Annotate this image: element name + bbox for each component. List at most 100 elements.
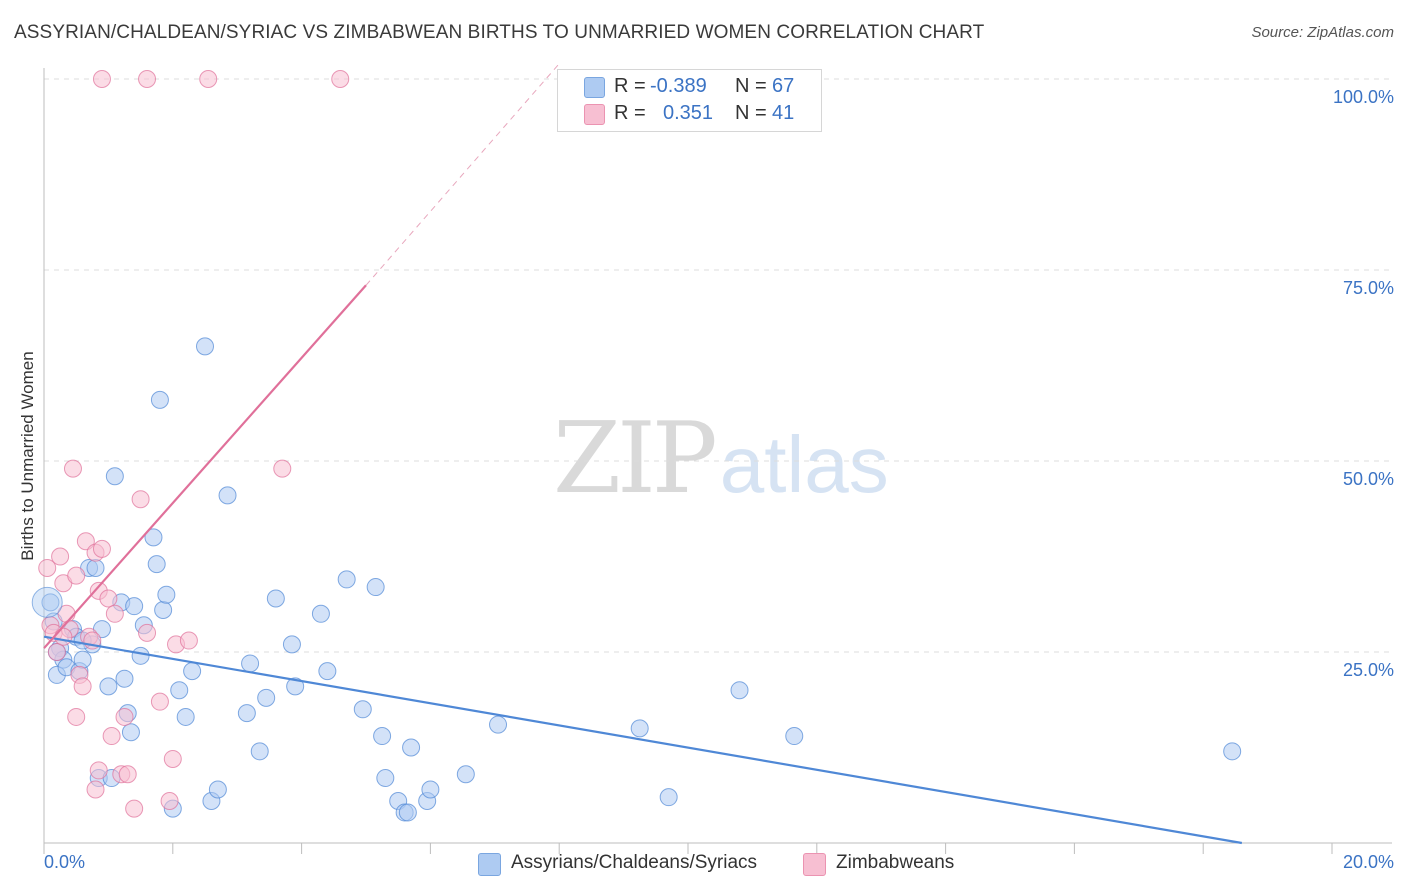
legend-n-value: 67: [772, 75, 795, 97]
assyrian-point: [125, 597, 144, 616]
assyrian-point: [250, 742, 269, 761]
y-tick-label: 75.0%: [1342, 278, 1394, 298]
assyrian-point: [730, 681, 749, 700]
legend-item-label: Zimbabweans: [836, 852, 955, 873]
zimbabwean-point: [179, 631, 198, 650]
assyrian-point: [105, 467, 124, 486]
assyrian-point: [489, 715, 508, 734]
assyrian-point: [282, 635, 301, 654]
data-points: [31, 70, 1242, 822]
y-tick-label: 25.0%: [1342, 660, 1394, 680]
zimbabwean-point: [67, 566, 86, 585]
y-tick-label: 50.0%: [1342, 469, 1394, 489]
watermark-zip: ZIP: [553, 402, 718, 516]
assyrian-point: [115, 669, 134, 688]
assyrian-point: [147, 555, 166, 574]
assyrian-point: [398, 803, 417, 822]
legend-r-label: R =: [614, 75, 646, 97]
assyrian-point: [421, 780, 440, 799]
assyrian-point: [154, 600, 173, 619]
assyrian-point: [659, 788, 678, 807]
assyrian-point: [208, 780, 227, 799]
legend-swatch-blue: [584, 77, 605, 98]
zimbabwean-point: [99, 589, 118, 608]
zimbabwean-point: [47, 643, 66, 661]
assyrian-point: [456, 765, 475, 784]
axes: [43, 68, 1392, 854]
zimbabwean-point: [150, 692, 169, 711]
assyrian-point: [1223, 742, 1242, 761]
assyrian-point: [73, 650, 92, 669]
legend-n-label: N =: [735, 102, 767, 124]
trend-lines: [43, 63, 1243, 845]
zimbabwean-point: [138, 623, 157, 642]
zimbabwean-point: [118, 765, 137, 784]
source-credit: Source: ZipAtlas.com: [1251, 24, 1394, 41]
zimbabwean-point: [86, 780, 105, 799]
zimbabwean-point: [51, 547, 70, 566]
legend-swatch-pink: [803, 853, 826, 876]
assyrian-point: [176, 707, 195, 726]
assyrian-point: [170, 681, 189, 700]
zimbabwean-point: [76, 532, 95, 551]
assyrian-point: [150, 390, 169, 409]
zimbabwean-point: [125, 799, 144, 818]
zimbabwean-trend-extension: [365, 63, 560, 286]
legend-swatch-blue: [478, 853, 501, 876]
x-tick-label: 0.0%: [44, 852, 86, 872]
zimbabwean-point: [54, 627, 73, 646]
zimbabwean-point: [73, 677, 92, 696]
assyrian-point: [218, 486, 237, 505]
watermark-atlas: atlas: [719, 420, 889, 509]
zimbabwean-point: [138, 70, 157, 88]
zimbabwean-point: [67, 707, 86, 726]
assyrian-point: [286, 677, 305, 696]
zimbabwean-trend-line: [43, 284, 367, 649]
assyrian-point: [41, 593, 60, 612]
grid-lines: [44, 78, 1392, 653]
assyrian-point: [144, 528, 163, 547]
assyrian-point: [86, 558, 105, 577]
legend-r-value: -0.389: [650, 75, 707, 97]
assyrian-point: [785, 727, 804, 746]
assyrian-point: [121, 723, 140, 742]
zimbabwean-point: [102, 727, 121, 746]
assyrian-point: [157, 585, 176, 604]
zimbabwean-point: [163, 749, 182, 768]
assyrian-point: [257, 688, 276, 707]
assyrian-point: [266, 589, 285, 608]
assyrian-point: [241, 654, 260, 673]
x-tick-label: 20.0%: [1342, 852, 1394, 872]
assyrian-point: [131, 646, 150, 665]
assyrian-point: [318, 662, 337, 681]
legend-r-label: R =: [614, 102, 646, 124]
legend-item-label: Assyrians/Chaldeans/Syriacs: [511, 852, 758, 873]
assyrian-point: [237, 704, 256, 723]
legend-r-value: 0.351: [663, 102, 714, 124]
assyrian-point: [373, 727, 392, 746]
zimbabwean-point: [160, 791, 179, 810]
assyrian-point: [402, 738, 421, 757]
assyrian-point: [353, 700, 372, 719]
zimbabwean-point: [92, 70, 111, 88]
assyrian-point: [196, 337, 214, 356]
legend-swatch-pink: [584, 104, 605, 125]
assyrian-point: [31, 586, 63, 618]
zimbabwean-point: [115, 707, 134, 726]
zimbabwean-point: [273, 459, 292, 478]
zimbabwean-point: [199, 70, 218, 88]
zimbabwean-point: [38, 558, 57, 577]
assyrian-point: [630, 719, 649, 738]
assyrian-point: [311, 604, 330, 623]
assyrian-point: [376, 769, 395, 788]
assyrian-point: [99, 677, 118, 696]
correlation-legend: R = -0.389 N = 67 R = 0.351 N = 41: [557, 69, 822, 132]
zimbabwean-point: [63, 459, 82, 478]
chart-title: ASSYRIAN/CHALDEAN/SYRIAC VS ZIMBABWEAN B…: [14, 22, 985, 43]
y-tick-label: 100.0%: [1332, 87, 1394, 107]
zimbabwean-point: [331, 70, 350, 88]
zimbabwean-point: [131, 490, 150, 509]
watermark: ZIPatlas: [553, 402, 889, 516]
assyrian-point: [337, 570, 356, 589]
